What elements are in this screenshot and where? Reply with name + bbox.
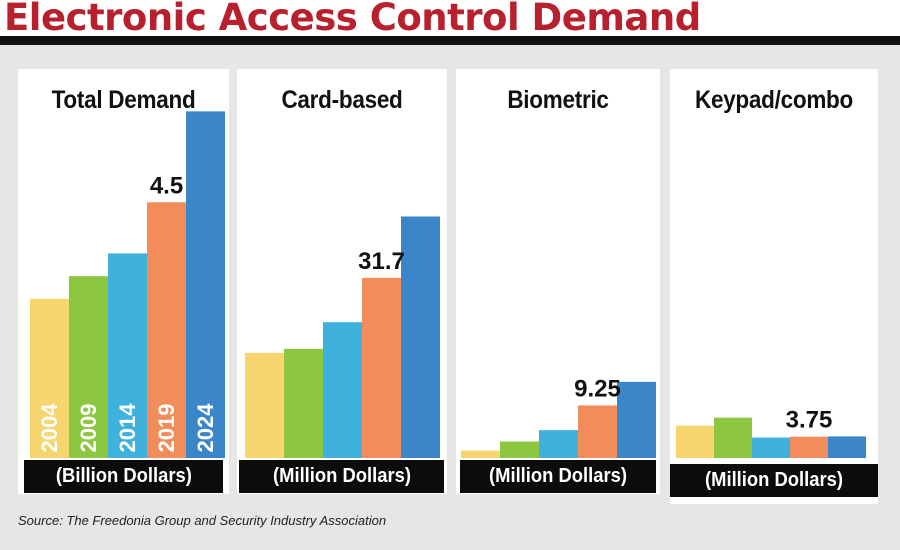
bar-plot: 9.25 — [461, 375, 656, 458]
title-strip: Electronic Access Control Demand — [0, 0, 900, 39]
category-label-2019: 2019 — [154, 404, 179, 453]
source-note: Source: The Freedonia Group and Security… — [18, 513, 387, 528]
bar-plot: 31.7 — [245, 216, 440, 458]
bar-2004 — [676, 425, 714, 458]
unit-label: (Billion Dollars) — [24, 460, 223, 493]
category-label-2009: 2009 — [76, 404, 101, 453]
panel-biometric: Biometric 9.25 (Million Dollars) — [456, 69, 660, 494]
panel-title: Biometric — [507, 86, 609, 114]
bar-2009 — [714, 417, 752, 458]
bar-2024 — [617, 381, 656, 458]
bar-2019 — [578, 405, 617, 458]
unit-label: (Million Dollars) — [460, 460, 656, 493]
panel-total-demand: Total Demand 2004 2009 2014 2019 2024 4.5 (Bill… — [18, 69, 229, 494]
category-label-2004: 2004 — [37, 403, 62, 453]
panel-title: Keypad/combo — [694, 86, 854, 114]
unit-label-text: (Million Dollars) — [489, 465, 627, 487]
bar-plot: 3.75 — [676, 407, 866, 458]
bar-2014 — [539, 430, 578, 458]
bar-2004 — [461, 450, 500, 458]
panel-title: Card-based — [281, 86, 403, 114]
bar-plot: 2004 2009 2014 2019 2024 4.5 — [30, 111, 225, 458]
bar-2009 — [284, 348, 323, 458]
category-label-2024: 2024 — [193, 403, 218, 453]
panel-keypad-combo: Keypad/combo 3.75 (Million Dollars) — [670, 69, 878, 504]
bar-2024 — [401, 216, 440, 458]
bar-2019 — [147, 202, 186, 458]
category-label-2014: 2014 — [115, 403, 140, 453]
unit-label: (Million Dollars) — [239, 460, 444, 493]
bar-2009 — [500, 441, 539, 458]
data-label-2019: 3.75 — [786, 407, 833, 434]
title-rule — [0, 36, 900, 45]
unit-label: (Million Dollars) — [670, 464, 878, 497]
data-label-2019: 31.7 — [358, 248, 405, 275]
unit-label-text: (Million Dollars) — [705, 469, 843, 491]
data-label-2019: 9.25 — [574, 375, 621, 402]
data-label-2019: 4.5 — [150, 172, 183, 199]
bar-2019 — [362, 277, 401, 458]
bar-2014 — [323, 322, 362, 458]
panel-card-based: Card-based 31.7 (Million Dollars) — [237, 69, 447, 494]
chart-title: Electronic Access Control Demand — [4, 0, 701, 39]
unit-label-text: (Billion Dollars) — [55, 465, 192, 487]
bar-2014 — [752, 437, 790, 458]
bar-2024 — [828, 436, 866, 458]
bar-2014 — [108, 253, 147, 458]
unit-label-text: (Million Dollars) — [272, 465, 411, 487]
bar-2004 — [245, 352, 284, 458]
bar-2024 — [186, 111, 225, 458]
panel-title: Total Demand — [51, 86, 196, 114]
bar-2009 — [69, 276, 108, 458]
bar-2019 — [790, 436, 828, 458]
bar-2004 — [30, 298, 69, 458]
